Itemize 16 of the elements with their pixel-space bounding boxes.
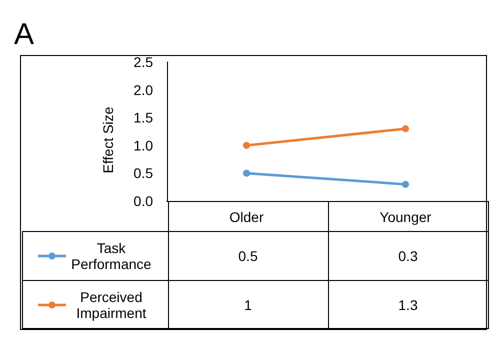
x-tick-label: Younger — [380, 209, 432, 225]
y-tick-label: 2.5 — [134, 54, 154, 70]
y-tick-label: 0.5 — [134, 165, 154, 182]
y-tick-label: 0.0 — [134, 193, 154, 209]
y-tick-label: 1.5 — [134, 110, 154, 126]
data-label: 1 — [168, 280, 328, 328]
legend-label: Task Performance — [70, 240, 152, 272]
data-label: 0.5 — [168, 232, 328, 280]
y-tick-label: 1.0 — [134, 137, 154, 154]
y-tick-label: 2.0 — [134, 82, 154, 98]
chart-title: A — [14, 18, 34, 52]
data-label: 0.3 — [328, 232, 488, 280]
data-label: 1.3 — [328, 280, 488, 328]
y-axis-title: Effect Size — [100, 106, 116, 174]
legend-label: Perceived Impairment — [75, 288, 148, 320]
x-tick-label: Older — [229, 209, 264, 225]
